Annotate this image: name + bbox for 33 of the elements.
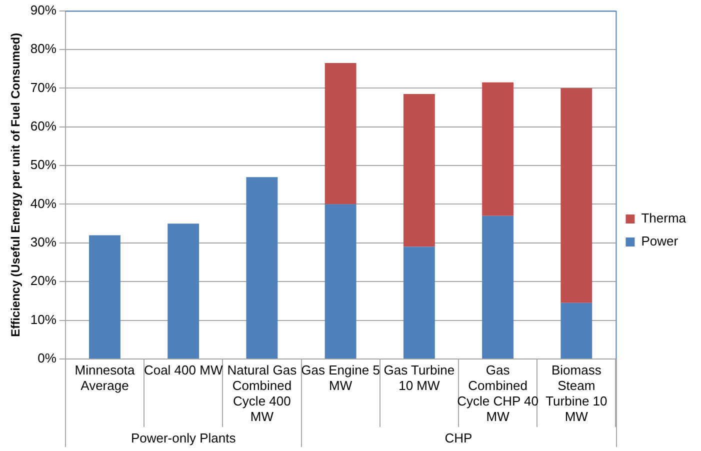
y-tick-label: 80% (30, 41, 57, 56)
x-tick-label: Minnesota Average (74, 362, 136, 393)
bar (324, 63, 356, 204)
bar (560, 88, 592, 303)
x-tick-label: Coal 400 MW (144, 362, 224, 378)
bar (246, 177, 278, 358)
bar (403, 246, 435, 358)
y-tick-label: 0% (38, 350, 57, 366)
y-tick-label: 70% (30, 80, 57, 95)
bar (403, 94, 435, 247)
y-tick-label: 10% (30, 312, 57, 327)
x-tick-label: Biomass Steam Turbine 10 MW (546, 362, 608, 424)
x-tick-label: Gas Turbine 10 MW (384, 362, 455, 393)
y-tick-label: 60% (30, 118, 57, 134)
y-tick-label: 30% (30, 234, 57, 250)
legend-label: Power (641, 234, 679, 249)
y-tick-label: 90% (30, 2, 57, 18)
bar (168, 224, 200, 358)
text: CHP (444, 430, 472, 446)
text: Power-only Plants (130, 430, 236, 446)
y-tick-label: 40% (30, 196, 57, 211)
legend-label: Therma (641, 210, 687, 226)
y-axis-title: Efficiency (Useful Energy per unit of Fuel Consumed) (8, 32, 23, 337)
bar (482, 82, 514, 216)
bar (482, 216, 514, 358)
bar (324, 204, 356, 358)
x-tick-label: Gas Combined Cycle CHP 40 MW (457, 362, 538, 424)
bar (560, 302, 592, 358)
bar (89, 235, 120, 358)
y-tick-label: 50% (30, 157, 57, 172)
x-tick-label: Gas Engine 5 MW (301, 362, 380, 393)
y-tick-label: 20% (30, 273, 57, 288)
x-tick-label: Natural Gas Combined Cycle 400 MW (227, 362, 298, 424)
